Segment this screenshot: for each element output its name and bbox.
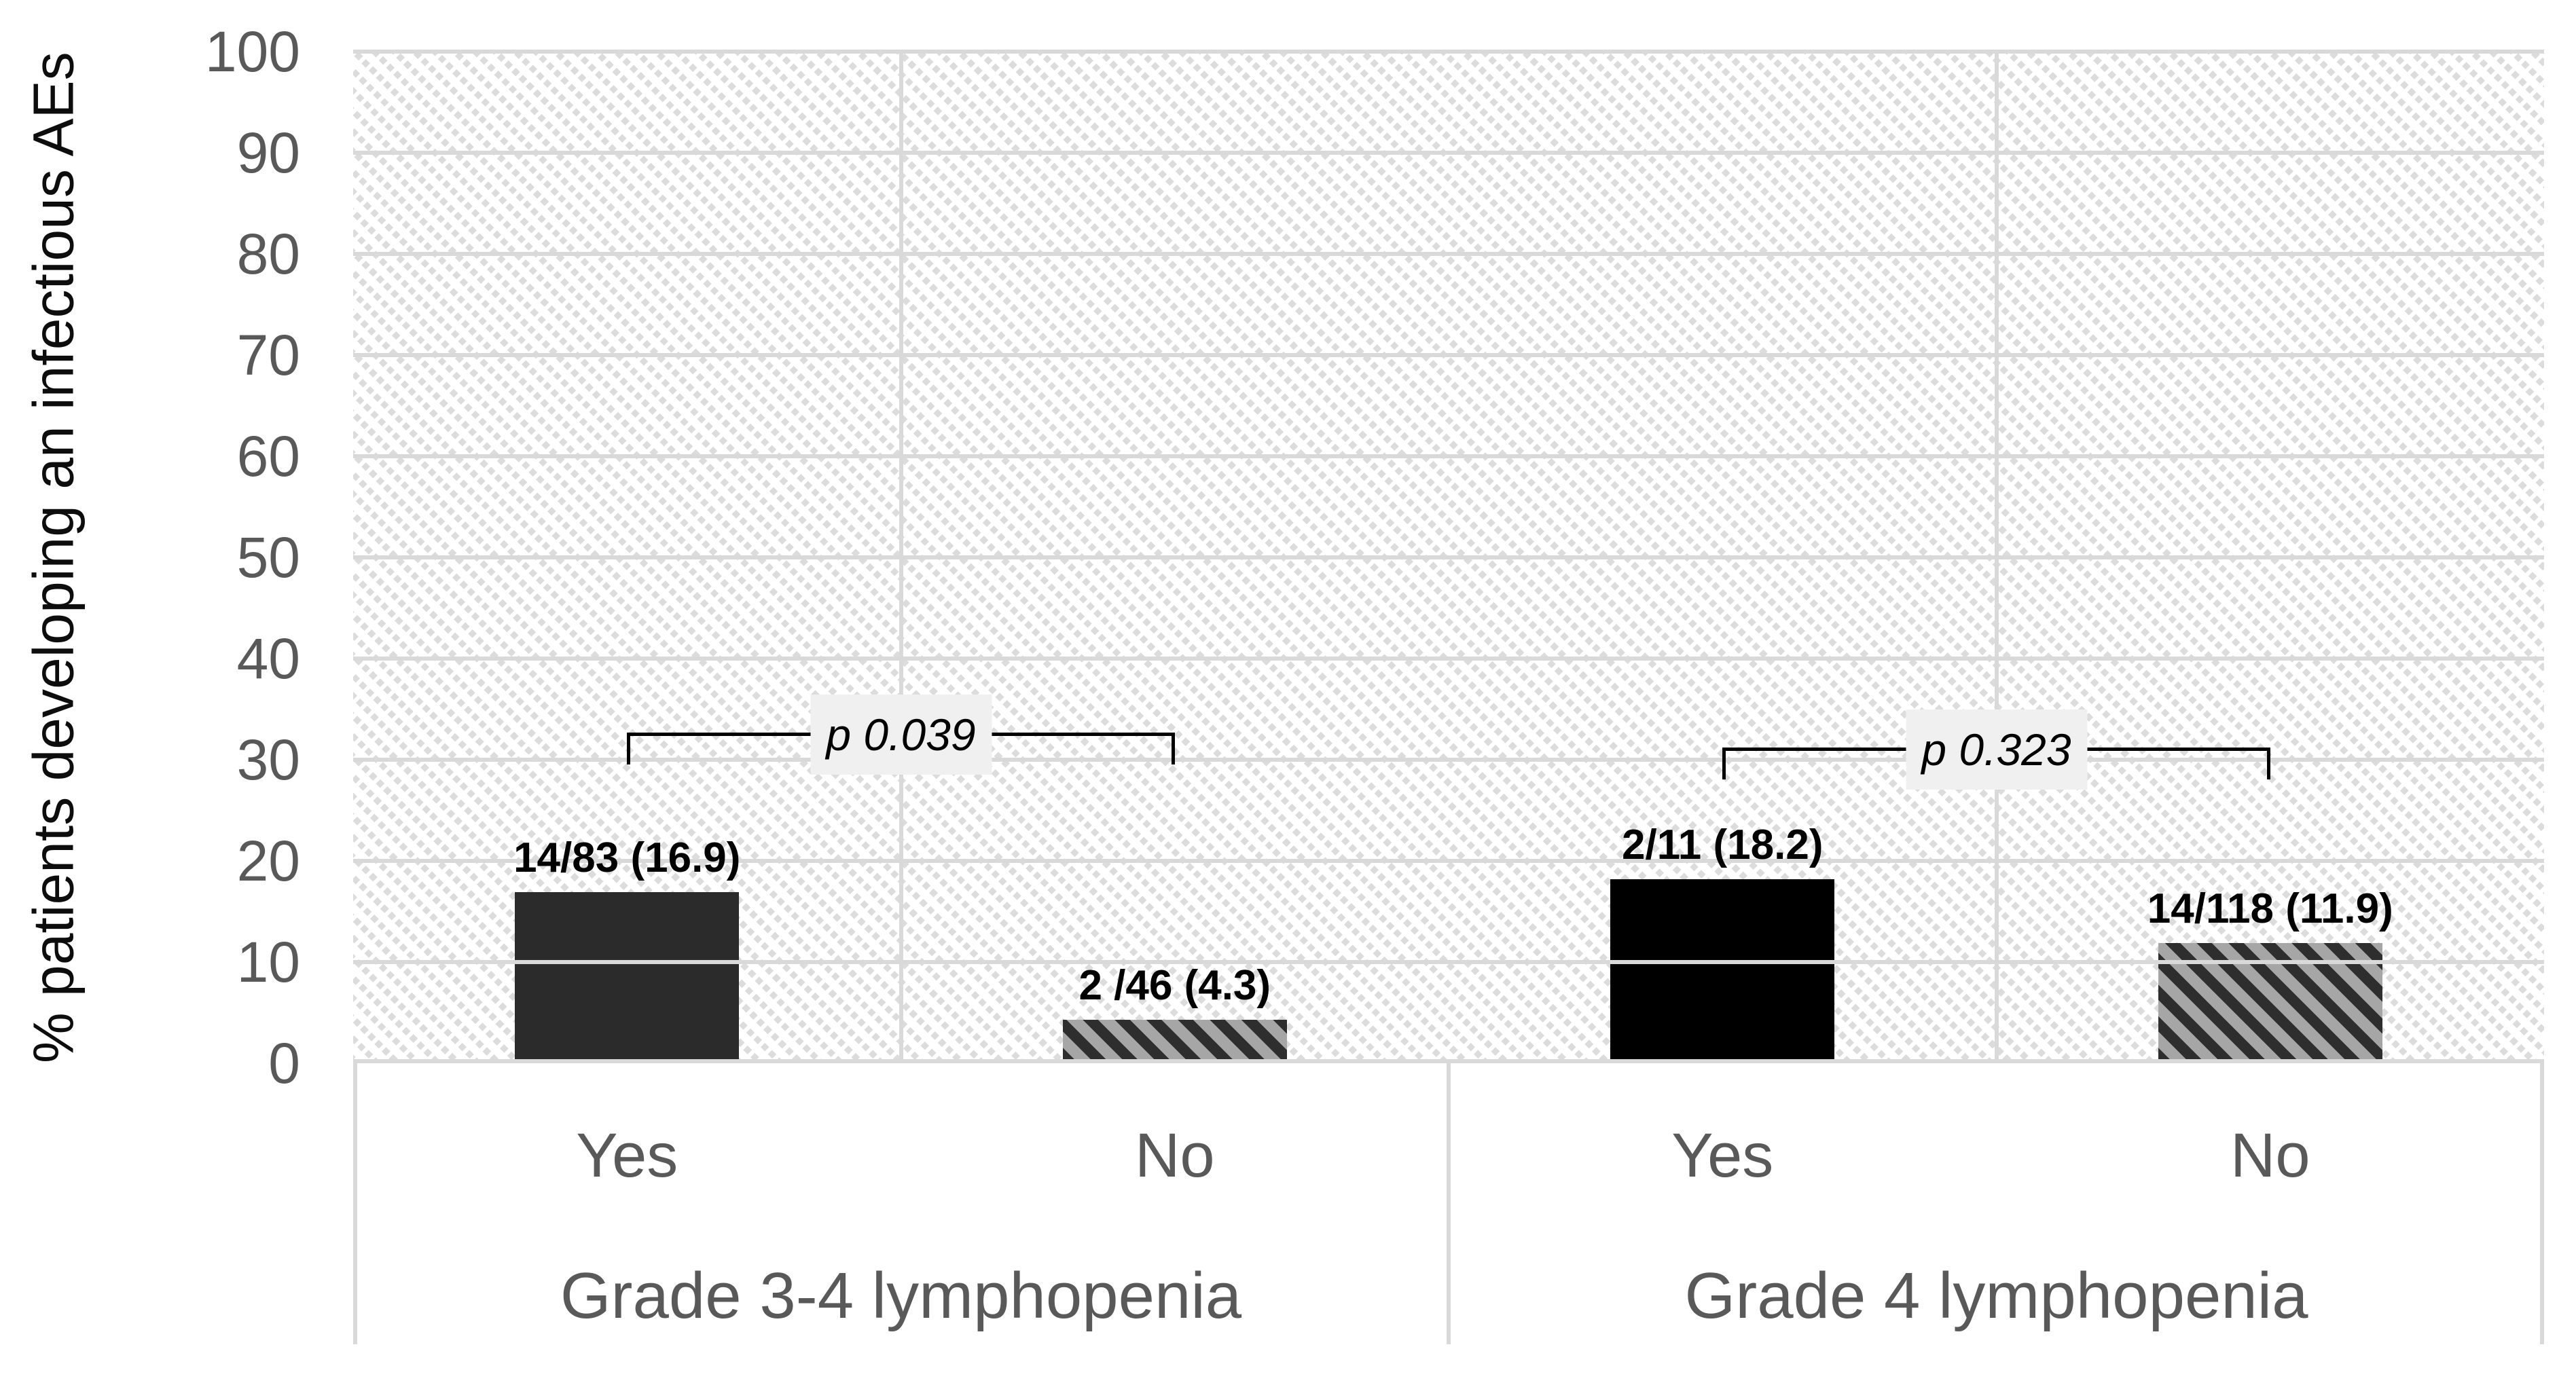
bar-grade-3-4-lymphopenia-no — [1062, 1019, 1287, 1063]
bar-data-label: 14/118 (11.9) — [2147, 885, 2393, 932]
significance-bracket: p 0.039 — [627, 694, 1175, 775]
bar-data-label: 2/11 (18.2) — [1622, 821, 1824, 868]
plot-area: 14/83 (16.9) 2 /46 (4.3) p 0.039 2/11 (18.2… — [353, 50, 2544, 1063]
gridline — [353, 1059, 2544, 1063]
bar-data-label: 14/83 (16.9) — [513, 834, 741, 882]
y-tick-label: 80 — [236, 222, 300, 286]
gridline — [353, 454, 2544, 458]
bar-grade-3-4-lymphopenia-yes — [515, 892, 740, 1063]
gridline — [353, 353, 2544, 357]
y-tick-label: 30 — [236, 728, 300, 792]
category-label: Yes — [576, 1120, 678, 1190]
y-tick-label: 60 — [236, 424, 300, 488]
y-tick-label: 50 — [236, 525, 300, 589]
y-tick-label: 0 — [268, 1031, 300, 1095]
y-tick-label: 90 — [236, 121, 300, 185]
category-label: Yes — [1671, 1120, 1774, 1190]
group-axis-row: Grade 3-4 lymphopenia Grade 4 lymphopenia — [353, 1248, 2544, 1344]
group-label: Grade 4 lymphopenia — [1684, 1259, 2308, 1332]
category-label: No — [2230, 1120, 2310, 1190]
gridline — [353, 960, 2544, 964]
p-value-label: p 0.039 — [810, 694, 992, 775]
y-tick-label: 100 — [204, 20, 300, 84]
bracket-right-tick — [1171, 732, 1175, 764]
y-tick-label: 70 — [236, 323, 300, 387]
gridline — [353, 151, 2544, 155]
y-tick-label: 10 — [236, 930, 300, 994]
gridline — [353, 50, 2544, 54]
gridline — [353, 252, 2544, 256]
y-axis-tick-labels: 0 10 20 30 40 50 60 70 80 90 100 — [0, 23, 300, 1092]
group-label: Grade 3-4 lymphopenia — [560, 1259, 1242, 1332]
gridline — [353, 657, 2544, 661]
gridline — [353, 555, 2544, 559]
y-tick-label: 20 — [236, 829, 300, 893]
bracket-left-tick — [1722, 747, 1726, 779]
category-label: No — [1134, 1120, 1215, 1190]
category-axis-row: Yes No Yes No — [353, 1063, 2544, 1248]
bar-grade-4-lymphopenia-yes — [1610, 879, 1835, 1063]
p-value-label: p 0.323 — [1906, 709, 2087, 790]
bracket-right-tick — [2266, 747, 2270, 779]
gridline — [353, 758, 2544, 762]
gridline — [353, 859, 2544, 863]
bracket-left-tick — [627, 732, 631, 764]
y-tick-label: 40 — [236, 627, 300, 690]
significance-bracket: p 0.323 — [1722, 709, 2270, 790]
bar-data-label: 2 /46 (4.3) — [1078, 961, 1271, 1009]
